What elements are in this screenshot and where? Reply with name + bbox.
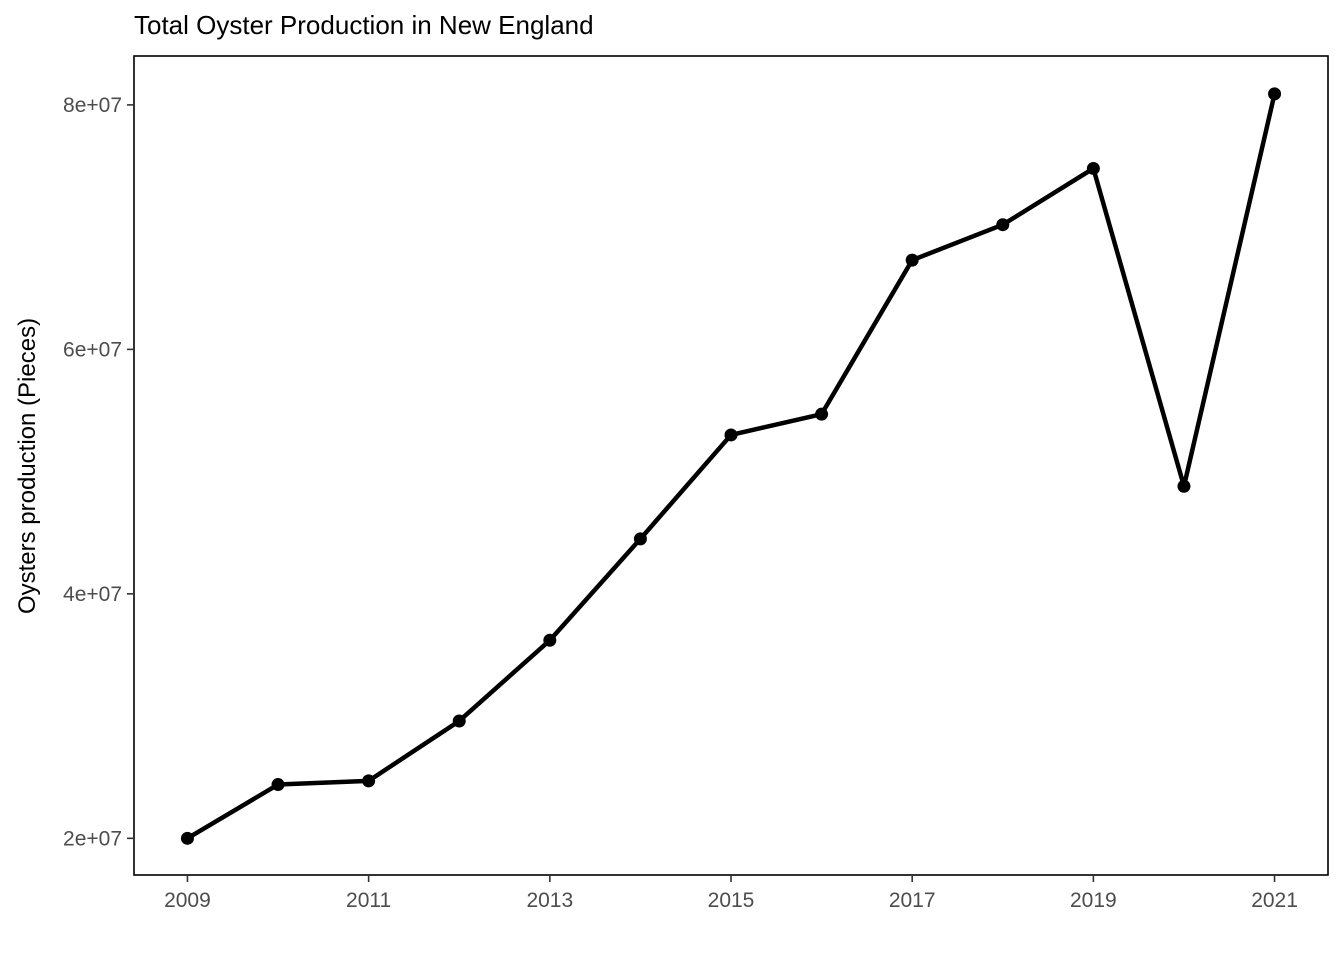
- data-point: [180, 831, 194, 845]
- y-tick-label: 2e+07: [63, 827, 122, 850]
- x-tick-label: 2011: [346, 889, 391, 912]
- y-tick-label: 6e+07: [63, 338, 122, 361]
- data-point: [362, 774, 376, 788]
- data-point: [815, 407, 829, 421]
- data-point: [1086, 161, 1100, 175]
- data-point: [996, 218, 1010, 232]
- x-tick-label: 2015: [708, 889, 755, 912]
- x-tick-label: 2013: [526, 889, 573, 912]
- x-tick-label: 2009: [164, 889, 211, 912]
- data-point: [543, 633, 557, 647]
- x-tick-label: 2017: [889, 889, 936, 912]
- y-axis-title: Oysters production (Pieces): [14, 318, 41, 614]
- data-point: [1268, 87, 1282, 101]
- x-tick-label: 2019: [1070, 889, 1117, 912]
- y-tick-label: 4e+07: [63, 583, 122, 606]
- data-point: [271, 778, 285, 792]
- plot-panel: [133, 55, 1329, 876]
- data-point: [724, 428, 738, 442]
- y-tick-label: 8e+07: [63, 94, 122, 117]
- x-axis: 2009 2011 2013 2015 2017 2019 2021: [164, 875, 1298, 912]
- series-layer: [180, 87, 1282, 845]
- y-axis: 2e+07 4e+07 6e+07 8e+07: [63, 94, 134, 850]
- data-point: [1177, 479, 1191, 493]
- data-point: [905, 253, 919, 267]
- chart-title: Total Oyster Production in New England: [134, 10, 594, 40]
- data-point: [452, 714, 466, 728]
- data-point: [633, 532, 647, 546]
- x-tick-label: 2021: [1251, 889, 1298, 912]
